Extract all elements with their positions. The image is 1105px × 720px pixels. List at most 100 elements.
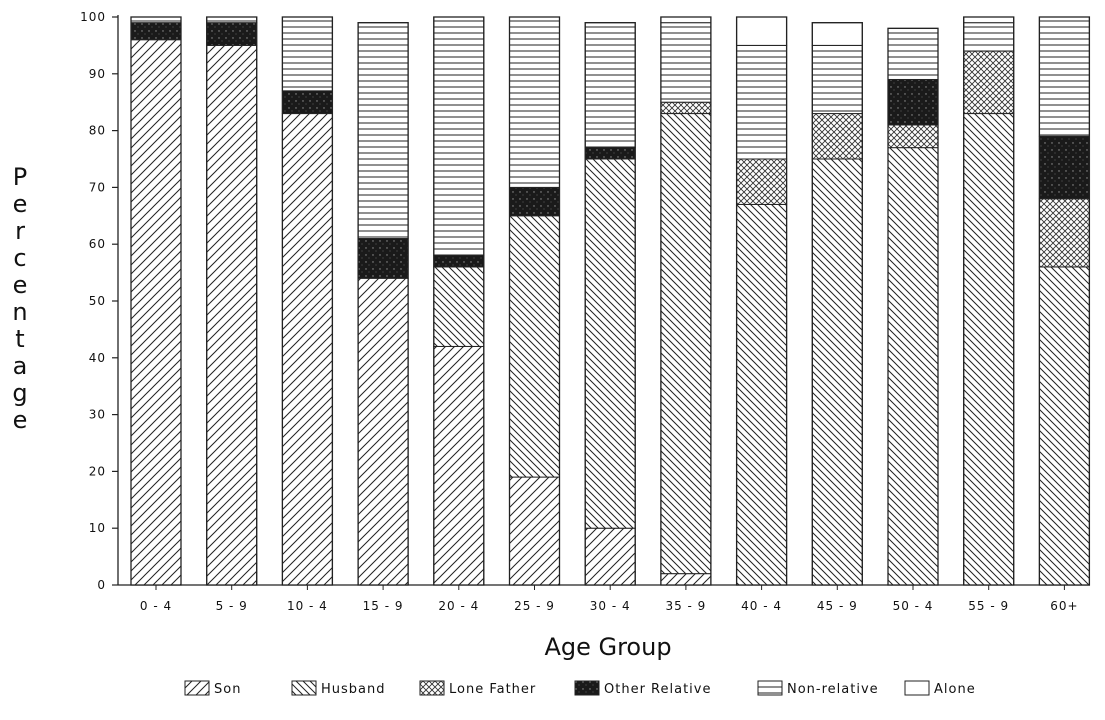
bar-segment-non-relative xyxy=(130,16,182,24)
x-tick-label: 5 - 9 xyxy=(216,599,248,613)
y-axis-title-letter: e xyxy=(13,190,28,218)
legend-item-son: Son xyxy=(184,680,241,697)
x-tick-label: 0 - 4 xyxy=(140,599,172,613)
bar-segment-other-relative xyxy=(433,255,485,268)
bar-segment-husband xyxy=(887,147,939,586)
bar-segment-other-relative xyxy=(584,147,636,160)
legend-swatch xyxy=(757,680,783,696)
bar-segment-non-relative xyxy=(887,27,939,80)
legend-label: Other Relative xyxy=(604,682,711,697)
y-tick-label: 10 xyxy=(89,521,106,535)
bar-group-20-4 xyxy=(433,16,485,586)
legend-label: Son xyxy=(214,682,241,697)
bar-segment-other-relative xyxy=(509,186,560,217)
legend: Son Husband Lone Father Other Relative Non-r… xyxy=(184,680,976,697)
x-tick-label: 60+ xyxy=(1050,599,1078,613)
bar-segment-son xyxy=(357,277,409,586)
bar-outline xyxy=(660,16,712,586)
bar-segment-other-relative xyxy=(1038,135,1090,200)
x-tick-label: 45 - 9 xyxy=(817,599,858,613)
bar-segment-other-relative xyxy=(130,22,182,41)
y-axis-title-letter: n xyxy=(12,298,27,326)
bar-outline xyxy=(130,16,182,586)
bar-group-50-4 xyxy=(887,27,939,586)
bar-segment-lone-father xyxy=(1038,198,1090,268)
bar-segment-non-relative xyxy=(660,22,712,103)
y-axis-title-letter: t xyxy=(15,325,24,353)
x-tick-label: 10 - 4 xyxy=(287,599,328,613)
y-axis-title-letter: e xyxy=(13,406,28,434)
y-tick-label: 0 xyxy=(97,578,106,592)
bar-segment-non-relative xyxy=(963,22,1015,52)
bar-segment-husband xyxy=(811,158,863,586)
y-tick-label: 80 xyxy=(89,124,106,138)
legend-label: Lone Father xyxy=(449,682,536,697)
bar-segment-other-relative xyxy=(281,90,333,115)
bars xyxy=(130,16,1091,586)
bar-segment-husband xyxy=(660,113,712,575)
legend-item-husband: Husband xyxy=(291,680,386,697)
legend-label: Alone xyxy=(934,682,976,697)
x-tick-label: 15 - 9 xyxy=(363,599,404,613)
y-tick-label: 30 xyxy=(89,408,106,422)
legend-label: Husband xyxy=(321,682,386,697)
x-tick-label: 55 - 9 xyxy=(968,599,1009,613)
bar-outline xyxy=(1038,16,1091,586)
bar-outline xyxy=(887,27,939,586)
y-axis-title-letter: r xyxy=(15,217,25,245)
bar-group-40-4 xyxy=(735,16,788,586)
bar-group-30-4 xyxy=(584,22,636,586)
legend-item-alone: Alone xyxy=(904,680,976,697)
bar-group-15-9 xyxy=(357,22,409,586)
legend-swatch xyxy=(291,680,317,696)
bar-outline xyxy=(357,22,409,586)
bar-segment-non-relative xyxy=(1038,16,1090,137)
legend-swatch xyxy=(184,680,210,696)
bar-group-25-9 xyxy=(508,16,561,586)
bar-outline xyxy=(735,16,788,586)
bar-group-10-4 xyxy=(281,16,334,586)
bar-segment-other-relative xyxy=(206,22,258,46)
bar-segment-other-relative xyxy=(357,238,409,279)
bar-segment-non-relative xyxy=(584,22,636,149)
tick-labels: 0 10 20 30 40 50 60 70 80 90 100 0 - 4 5 - 9 10 - 4 15… xyxy=(80,10,1078,613)
bar-group-45-9 xyxy=(811,22,863,586)
bar-segment-husband xyxy=(509,215,560,478)
y-axis-title-letter: P xyxy=(13,163,27,191)
legend-label: Non-relative xyxy=(787,682,879,697)
bar-outline xyxy=(811,22,863,586)
bar-segment-non-relative xyxy=(357,22,409,240)
y-tick-label: 90 xyxy=(89,67,106,81)
bar-segment-son xyxy=(509,476,560,586)
bar-segment-alone xyxy=(811,22,863,46)
bar-segment-lone-father xyxy=(811,113,863,160)
y-tick-label: 100 xyxy=(80,10,106,24)
bar-segment-non-relative xyxy=(509,16,560,188)
y-tick-label: 20 xyxy=(89,464,106,478)
bar-segment-son xyxy=(206,44,258,586)
bar-outline xyxy=(963,16,1015,586)
y-axis-title-letter: g xyxy=(12,379,27,407)
bar-segment-lone-father xyxy=(736,158,788,205)
bar-segment-husband xyxy=(584,158,636,529)
bar-segment-lone-father xyxy=(963,50,1015,115)
bar-segment-son xyxy=(281,113,333,586)
y-tick-label: 70 xyxy=(89,180,106,194)
bar-outline xyxy=(281,16,334,586)
bar-segment-son xyxy=(433,345,485,586)
bar-group-55-9 xyxy=(963,16,1015,586)
bar-segment-alone xyxy=(963,16,1015,24)
y-axis-title-letter: c xyxy=(13,244,26,272)
bar-group-0-4 xyxy=(130,16,182,586)
bar-outline xyxy=(508,16,561,586)
bar-segment-non-relative xyxy=(736,44,788,160)
legend-item-lone-father: Lone Father xyxy=(419,680,536,697)
bar-segment-son xyxy=(584,527,636,586)
x-axis-title: Age Group xyxy=(544,633,671,661)
bar-outline xyxy=(206,16,258,586)
bar-group-60 xyxy=(1038,16,1091,586)
bar-group-5-9 xyxy=(206,16,258,586)
x-tick-label: 50 - 4 xyxy=(893,599,934,613)
legend-swatch xyxy=(419,680,445,696)
